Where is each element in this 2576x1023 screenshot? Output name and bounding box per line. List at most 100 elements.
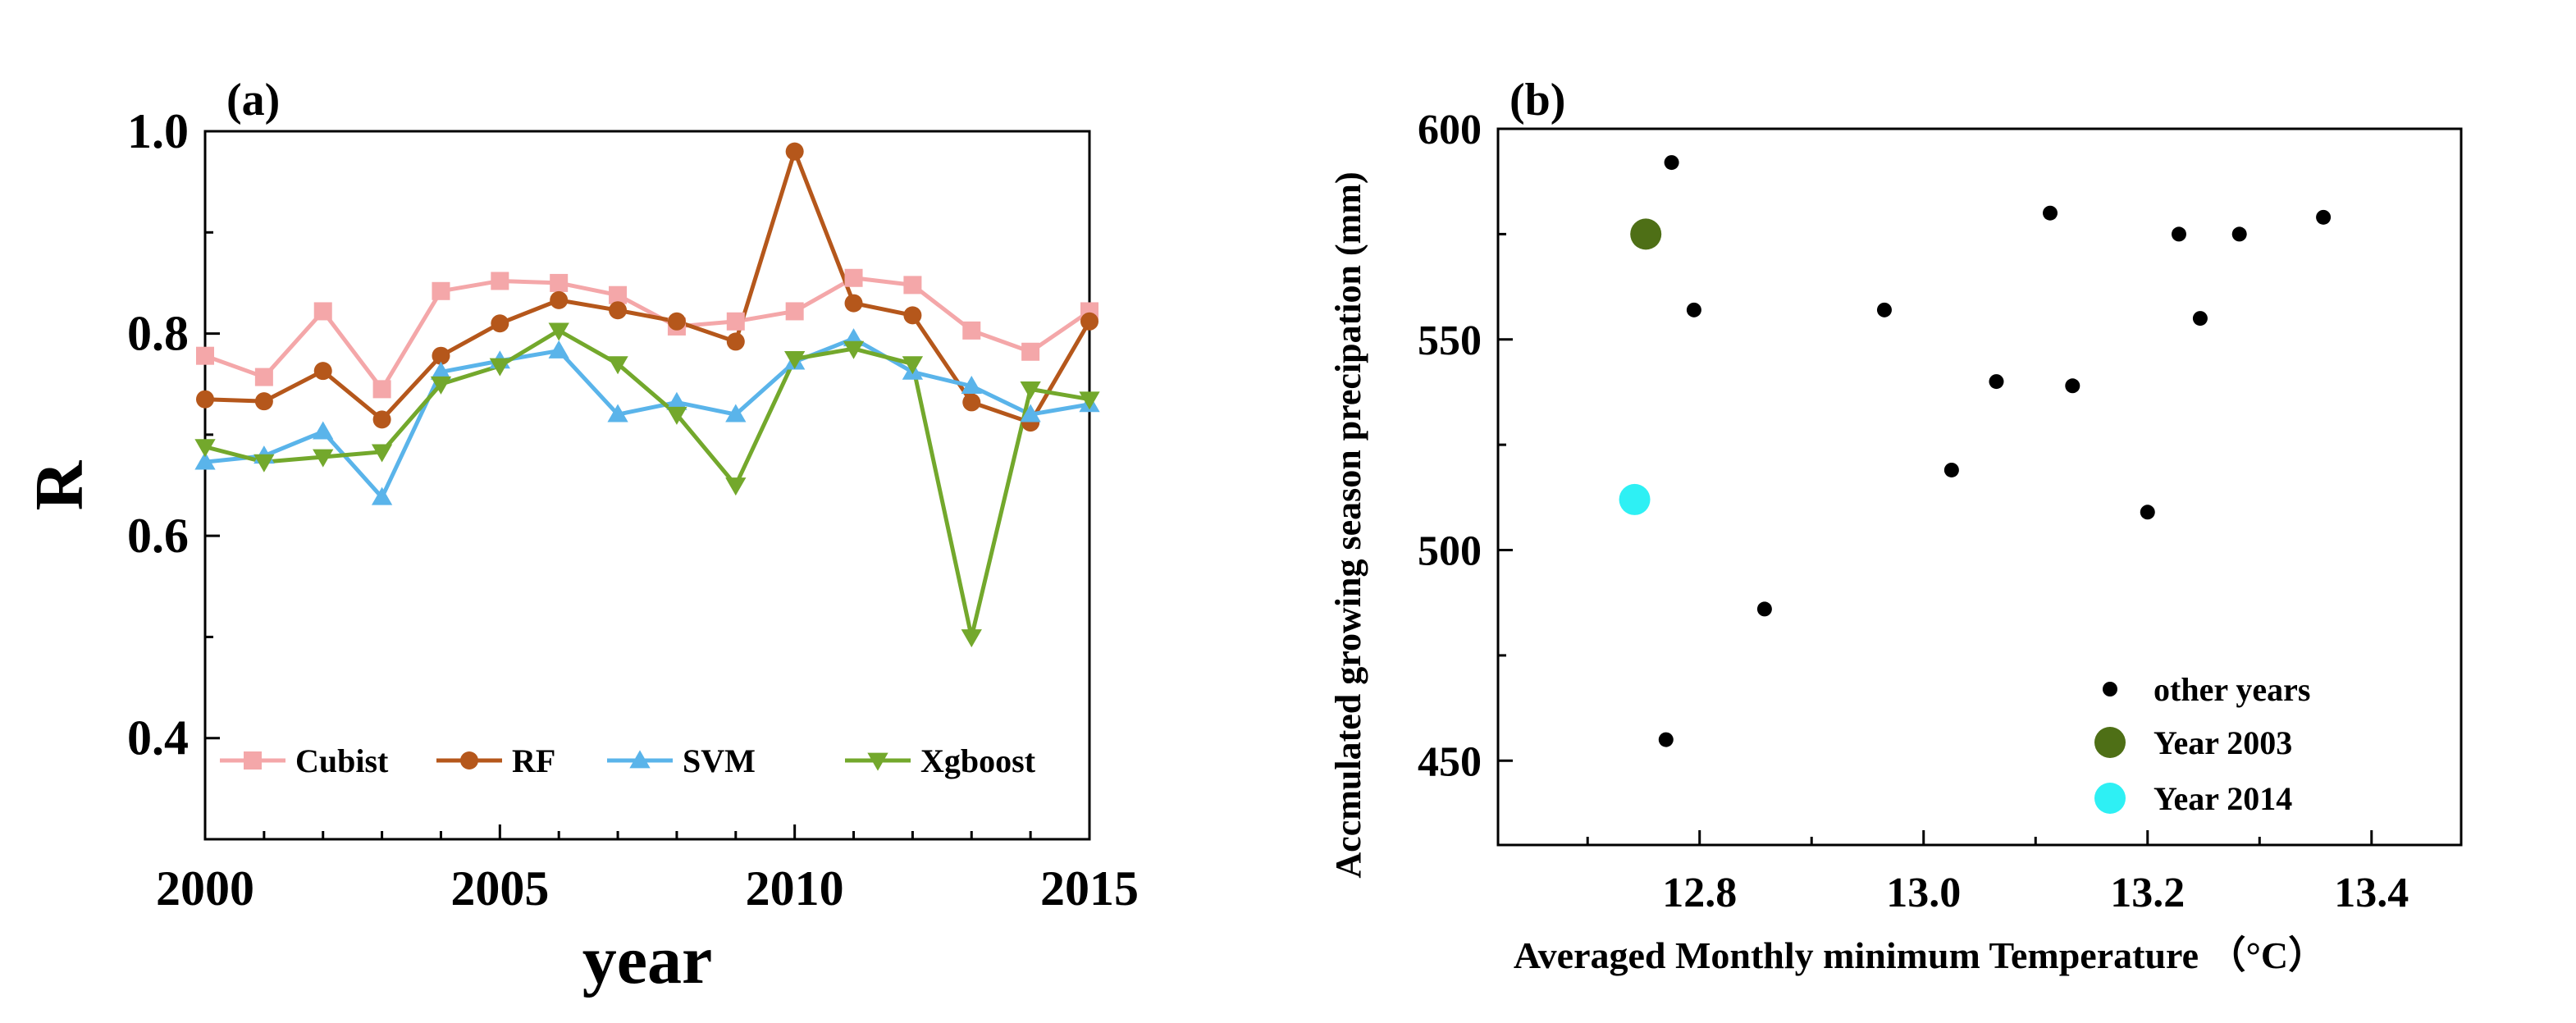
y-tick-label: 450 [1418,738,1482,785]
scatter-point-other-years [2316,209,2332,225]
data-point-cubist [196,346,214,365]
scatter-point-other-years [2192,311,2208,327]
legend-marker-year-2003 [2094,727,2126,758]
data-point-xgboost [1020,381,1041,400]
data-point-cubist [313,302,332,321]
data-point-svm [194,451,216,470]
data-point-rf [903,306,922,325]
data-point-svm [725,404,747,422]
scatter-point-other-years [1686,302,1701,317]
data-point-rf [609,301,628,320]
x-tick-label: 13.0 [1886,870,1961,916]
data-point-cubist [844,268,863,287]
legend-label-rf: RF [512,742,555,779]
panel-a-y-axis-title: R [21,459,98,510]
legend-label-other-years: other years [2154,671,2310,708]
scatter-point-year-2014 [1619,483,1651,515]
y-tick-label: 500 [1418,528,1482,575]
data-point-cubist [609,285,628,304]
data-point-rf [432,346,450,365]
panel-a-line-chart: 0.4 0.6 0.8 1.0 2000 2005 2010 2015 Cubist RF SV… [21,75,1139,998]
panel-b-scatter-points [1619,155,2332,747]
panel-b-label: (b) [1510,75,1565,126]
data-point-xgboost [784,351,806,370]
x-tick-label: 2010 [746,861,844,916]
data-point-rf [726,332,745,351]
x-tick-label: 13.4 [2334,870,2409,916]
data-point-xgboost [961,629,982,648]
data-point-rf [491,314,509,333]
data-point-xgboost [371,444,393,463]
panel-b-x-axis: 12.8 13.0 13.2 13.4 [1586,830,2409,916]
panel-b-y-axis-title: Accmulated growing season precipation (m… [1328,171,1368,878]
data-point-rf [372,410,391,429]
panel-a-series-markers [194,142,1100,648]
data-point-rf [667,312,686,331]
data-point-cubist [372,380,391,399]
y-tick-label: 600 [1418,107,1482,153]
legend-label-year-2003: Year 2003 [2154,724,2292,761]
series-line-rf [204,149,1092,425]
data-point-xgboost [1079,391,1100,410]
panel-b-y-axis: 450 500 550 600 [1418,107,1513,785]
data-point-xgboost [313,449,334,468]
data-point-cubist [432,281,450,300]
legend-marker-xgboost [867,752,888,771]
data-point-rf [844,294,863,313]
data-point-xgboost [489,358,510,377]
panel-a-x-axis-title: year [582,922,713,998]
x-tick-label: 12.8 [1662,870,1737,916]
legend-label-year-2014: Year 2014 [2154,780,2292,817]
series-line-cubist [204,276,1091,391]
legend-label-svm: SVM [683,742,756,779]
scatter-point-other-years [1664,155,1679,171]
panel-a-label: (a) [226,75,280,126]
data-point-xgboost [253,454,275,473]
panel-a-plot-frame [203,130,1091,841]
legend-marker-svm [629,750,651,769]
data-point-xgboost [843,340,865,359]
scatter-point-other-years [2065,378,2080,394]
panel-b-scatter-chart: 450 500 550 600 12.8 13.0 13.2 13.4 other year… [1328,75,2463,976]
data-point-svm [430,361,452,380]
legend-marker-other-years [2103,682,2117,696]
y-tick-label: 550 [1418,317,1482,364]
data-point-xgboost [548,322,569,341]
x-tick-label: 2000 [156,861,254,916]
data-point-xgboost [725,477,747,496]
data-point-svm [961,376,982,395]
data-point-rf [785,142,804,161]
data-point-cubist [962,321,981,340]
y-tick-label: 0.4 [127,711,189,765]
x-tick-label: 2015 [1040,861,1139,916]
data-point-rf [196,390,214,409]
scatter-point-year-2003 [1630,218,1662,250]
data-point-cubist [903,276,922,295]
panel-b-plot-frame [1496,127,2463,847]
y-tick-label: 0.8 [127,307,189,361]
y-tick-label: 0.6 [127,509,189,563]
legend-marker-rf [460,751,478,770]
data-point-svm [371,486,393,505]
data-point-svm [1020,404,1041,422]
panel-b-x-axis-title: Averaged Monthly minimum Temperature （°C… [1514,934,2326,976]
panel-a-y-axis: 0.4 0.6 0.8 1.0 [127,104,220,841]
series-line-svm [204,336,1090,500]
data-point-cubist [491,272,509,290]
scatter-point-other-years [1876,302,1892,317]
data-point-xgboost [666,406,687,425]
y-tick-label: 1.0 [127,104,189,158]
panel-a-series-lines [204,149,1092,639]
data-point-svm [666,391,687,410]
panel-b-legend: other years Year 2003 Year 2014 [2094,671,2310,817]
legend-label-cubist: Cubist [295,742,389,779]
data-point-rf [1080,312,1098,331]
scatter-point-other-years [2231,226,2247,242]
data-point-rf [962,393,981,412]
series-line-xgboost [204,328,1090,639]
panel-a-legend: Cubist RF SVM Xgboost [220,742,1036,779]
data-point-cubist [550,273,569,292]
scatter-point-other-years [1943,462,1959,477]
legend-label-xgboost: Xgboost [920,742,1036,779]
